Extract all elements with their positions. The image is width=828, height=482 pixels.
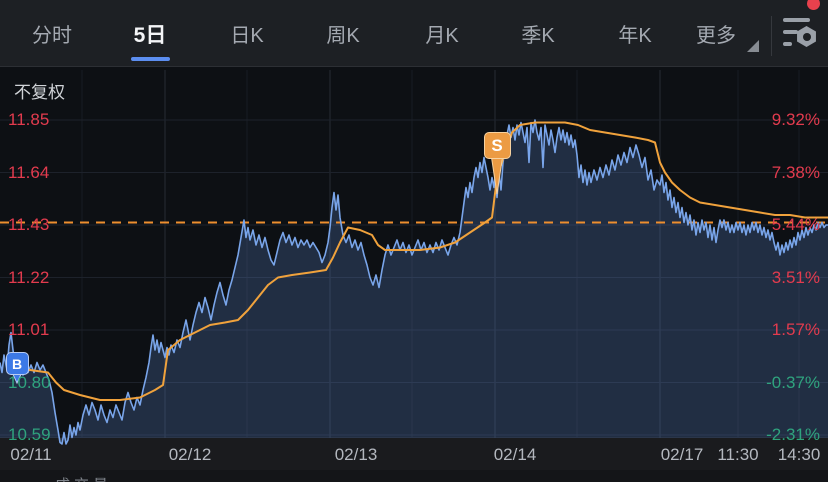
tab-weekly-k[interactable]: 周K	[326, 25, 360, 47]
settings-line	[783, 18, 810, 22]
active-tab-underline	[131, 57, 170, 61]
tab-more[interactable]: 更多	[696, 25, 736, 47]
price-axis-label: 11.85	[8, 110, 50, 129]
price-axis-label: 10.59	[8, 425, 51, 444]
tab-yearly-k[interactable]: 年K	[618, 25, 652, 47]
settings-line	[783, 42, 792, 46]
percent-axis-label: 9.32%	[771, 110, 820, 129]
toolbar-divider	[771, 16, 772, 56]
x-axis-strip: 02/11 02/12 02/13 02/14 02/17 11:30 14:30	[0, 437, 828, 470]
x-axis-label: 02/17	[660, 445, 704, 464]
percent-axis-label: 3.51%	[771, 267, 820, 287]
average-line	[7, 121, 828, 401]
volume-pane-clipped: 成交量	[0, 470, 828, 482]
tab-monthly-k[interactable]: 月K	[425, 25, 459, 47]
percent-axis-label: 1.57%	[771, 320, 820, 339]
settings-line	[783, 30, 798, 34]
price-axis-label: 11.22	[8, 267, 50, 287]
x-axis-label: 14:30	[777, 445, 821, 464]
percent-axis-label: -0.37%	[766, 372, 820, 392]
price-axis-label: 10.80	[8, 372, 51, 392]
price-axis-label: 11.43	[8, 215, 50, 234]
tab-5day[interactable]: 5日	[133, 23, 167, 47]
price-axis-label: 11.64	[8, 162, 50, 182]
tab-quarterly-k[interactable]: 季K	[521, 25, 555, 47]
notification-dot	[807, 0, 820, 10]
price-area-fill	[0, 120, 828, 444]
x-axis-label: 02/14	[493, 445, 537, 464]
buy-marker: B	[5, 352, 29, 375]
sell-marker: S	[483, 132, 511, 159]
x-axis-label: 02/13	[334, 445, 378, 464]
adjustment-mode-label: 不复权	[14, 83, 65, 102]
tab-minute[interactable]: 分时	[32, 25, 72, 47]
gear-hole	[802, 32, 811, 41]
x-axis-label: 02/11	[10, 445, 52, 464]
price-line	[0, 119, 828, 445]
period-tab-bar: 分时 5日 日K 周K 月K 季K 年K 更多	[0, 0, 828, 67]
price-axis-label: 11.01	[8, 320, 50, 339]
x-axis-label: 11:30	[717, 445, 759, 464]
indicator-settings-icon[interactable]	[783, 15, 817, 51]
percent-axis-label: -2.31%	[766, 425, 820, 444]
more-dropdown-triangle-icon[interactable]	[747, 40, 759, 52]
volume-pane-label: 成交量	[55, 474, 112, 482]
x-axis-label: 02/12	[168, 445, 212, 464]
tab-daily-k[interactable]: 日K	[230, 25, 264, 47]
percent-axis-label: 7.38%	[771, 162, 820, 182]
percent-axis-label: 5.44%	[771, 215, 820, 234]
